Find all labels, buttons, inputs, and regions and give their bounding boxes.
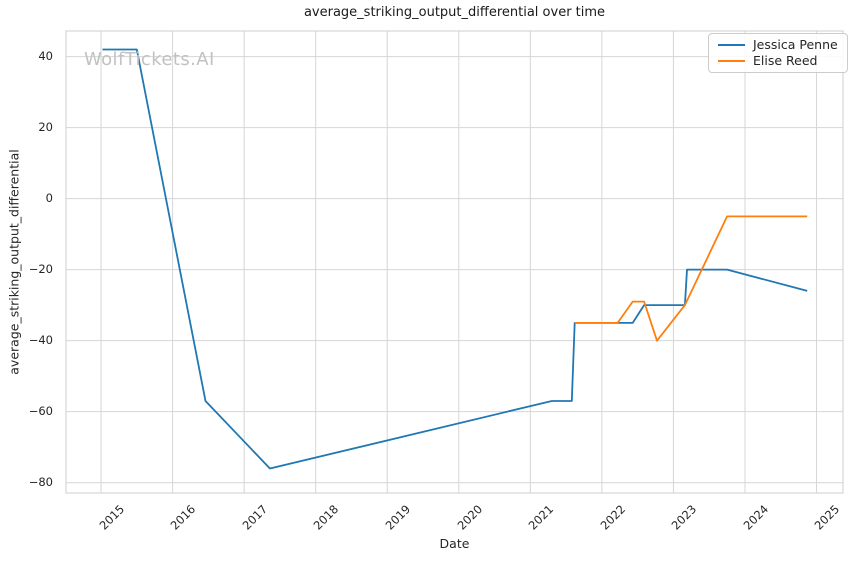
y-tick-label: −40 bbox=[28, 333, 53, 348]
plot-border bbox=[65, 30, 844, 494]
legend-item-elise-reed: Elise Reed bbox=[718, 52, 838, 68]
y-tick-label: 0 bbox=[45, 191, 53, 206]
y-tick-label: −60 bbox=[28, 404, 53, 419]
legend-item-jessica-penne: Jessica Penne bbox=[718, 36, 838, 52]
legend-label: Jessica Penne bbox=[753, 36, 838, 52]
y-tick-label: −80 bbox=[28, 475, 53, 490]
y-tick-label: 40 bbox=[38, 49, 53, 64]
chart-title: average_striking_output_differential ove… bbox=[303, 5, 606, 20]
series-line-jessica-penne bbox=[102, 48, 808, 470]
series-line-elise-reed bbox=[574, 215, 808, 342]
line-swatch-icon bbox=[718, 60, 745, 62]
legend: Jessica Penne Elise Reed bbox=[708, 33, 848, 73]
x-axis-label: Date bbox=[439, 536, 470, 551]
y-axis-label: average_striking_output_differential bbox=[6, 149, 22, 375]
line-swatch-icon bbox=[718, 44, 745, 46]
y-tick-label: −20 bbox=[28, 262, 53, 277]
y-tick-label: 20 bbox=[38, 120, 53, 135]
legend-label: Elise Reed bbox=[753, 52, 818, 68]
